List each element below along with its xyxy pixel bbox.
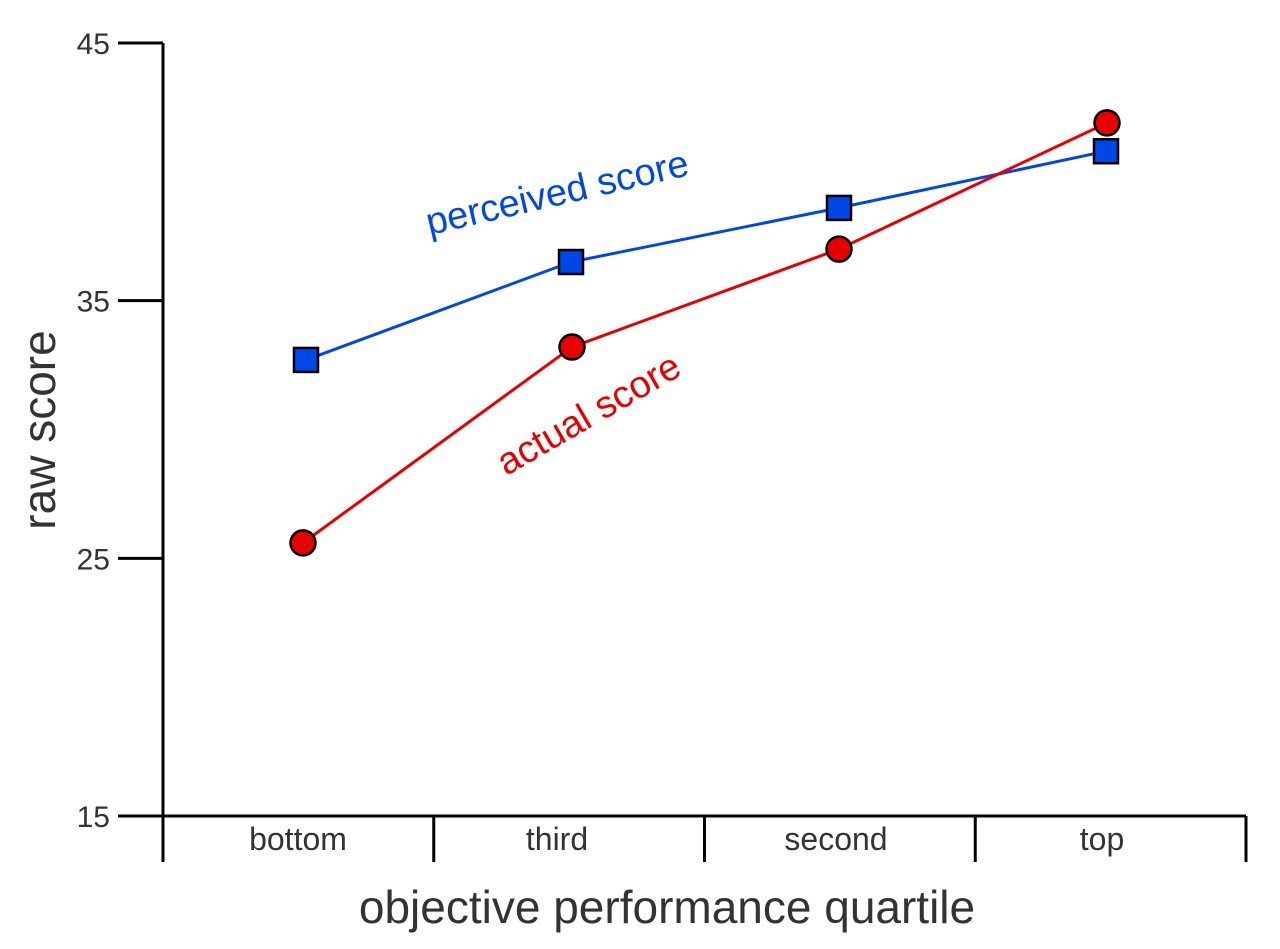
x-ticks: bottom third second top <box>161 816 1248 862</box>
data-point-circle <box>825 235 853 263</box>
series-markers <box>289 109 1121 557</box>
y-tick-label: 45 <box>77 28 110 61</box>
data-point-square <box>557 248 585 276</box>
y-axis-title: raw score <box>13 330 65 529</box>
x-axis: bottom third second top <box>161 814 1248 862</box>
y-tick-label: 35 <box>77 286 110 319</box>
series-label-perceived: perceived score <box>422 143 693 244</box>
data-point-square <box>825 194 853 222</box>
series-line-circle <box>302 121 1108 545</box>
data-point-circle <box>1093 109 1121 137</box>
data-point-circle <box>289 529 317 557</box>
y-ticks: 15 25 35 45 <box>77 28 163 834</box>
x-tick-label: bottom <box>249 821 347 857</box>
y-tick-label: 25 <box>77 543 110 576</box>
series-line-square <box>305 149 1107 362</box>
data-point-square <box>1092 137 1120 165</box>
series-label-actual: actual score <box>490 345 688 484</box>
x-tick-label: second <box>784 821 887 857</box>
data-point-square <box>292 346 320 374</box>
x-axis-title: objective performance quartile <box>359 881 975 933</box>
y-tick-label: 15 <box>77 801 110 834</box>
x-tick-label: third <box>526 821 588 857</box>
data-point-circle <box>558 333 586 361</box>
y-axis: 15 25 35 45 <box>77 28 165 834</box>
series-lines <box>302 121 1108 545</box>
x-tick-label: top <box>1080 821 1124 857</box>
